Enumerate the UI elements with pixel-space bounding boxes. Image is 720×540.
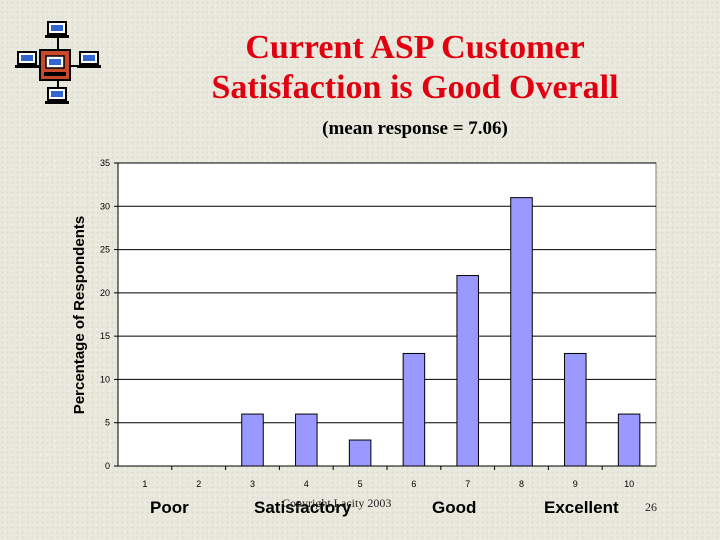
bar-4: [295, 413, 318, 467]
computer-icon-bottom: [45, 87, 69, 104]
rating-label-excellent: Excellent: [544, 498, 619, 517]
slide-title-line-2: Satisfaction is Good Overall: [211, 69, 619, 106]
bar-10: [617, 413, 641, 467]
y-tick-label: 0: [105, 461, 110, 471]
x-tick-label: 9: [573, 479, 578, 489]
y-axis-label: Percentage of Respondents: [71, 216, 88, 414]
y-tick-label: 20: [100, 288, 110, 298]
x-tick-label: 2: [196, 479, 201, 489]
footer-copyright: Copyright Lacity 2003: [282, 496, 392, 510]
x-tick-label: 8: [519, 479, 524, 489]
x-tick-label: 7: [465, 479, 470, 489]
bar-5: [348, 439, 372, 467]
slide-title: Current ASP Customer Satisfaction is Goo…: [150, 28, 680, 108]
y-tick-label: 10: [100, 374, 110, 384]
y-tick-label: 15: [100, 331, 110, 341]
slide-title-line-1: Current ASP Customer: [245, 29, 585, 66]
x-tick-labels: 1 2 3 4 5 6 7 8 9 10: [142, 479, 634, 489]
y-tick-label: 5: [105, 418, 110, 428]
bar-chart: 0 5 10 15 20 25 30 35 1 2 3 4 5 6 7 8 9 10 Percentage of…: [71, 158, 657, 489]
x-tick-label: 3: [250, 479, 255, 489]
rating-label-good: Good: [432, 498, 477, 517]
bar-3: [241, 413, 264, 467]
computer-icon-left: [15, 51, 39, 68]
network-computers-icon: [15, 21, 101, 104]
rating-label-satisfactory: Satisfactory: [254, 498, 352, 517]
bar-6: [402, 352, 426, 467]
x-tick-label: 6: [411, 479, 416, 489]
bar-8: [510, 197, 533, 467]
computer-icon-top: [45, 21, 69, 38]
y-tick-label: 25: [100, 245, 110, 255]
x-tick-label: 5: [358, 479, 363, 489]
slide-subtitle: (mean response = 7.06): [322, 118, 508, 139]
x-tick-label: 4: [304, 479, 309, 489]
bar-7: [456, 275, 479, 467]
x-tick-label: 1: [142, 479, 147, 489]
slide-number: 26: [645, 500, 657, 514]
computer-icon-right: [77, 51, 101, 68]
rating-label-poor: Poor: [150, 498, 189, 517]
y-tick-label: 35: [100, 158, 110, 168]
bars: [241, 197, 641, 467]
bar-9: [564, 352, 587, 467]
y-tick-labels: 0 5 10 15 20 25 30 35: [100, 158, 110, 471]
y-tick-label: 30: [100, 201, 110, 211]
x-tick-label: 10: [624, 479, 634, 489]
server-icon-center: [39, 49, 71, 81]
